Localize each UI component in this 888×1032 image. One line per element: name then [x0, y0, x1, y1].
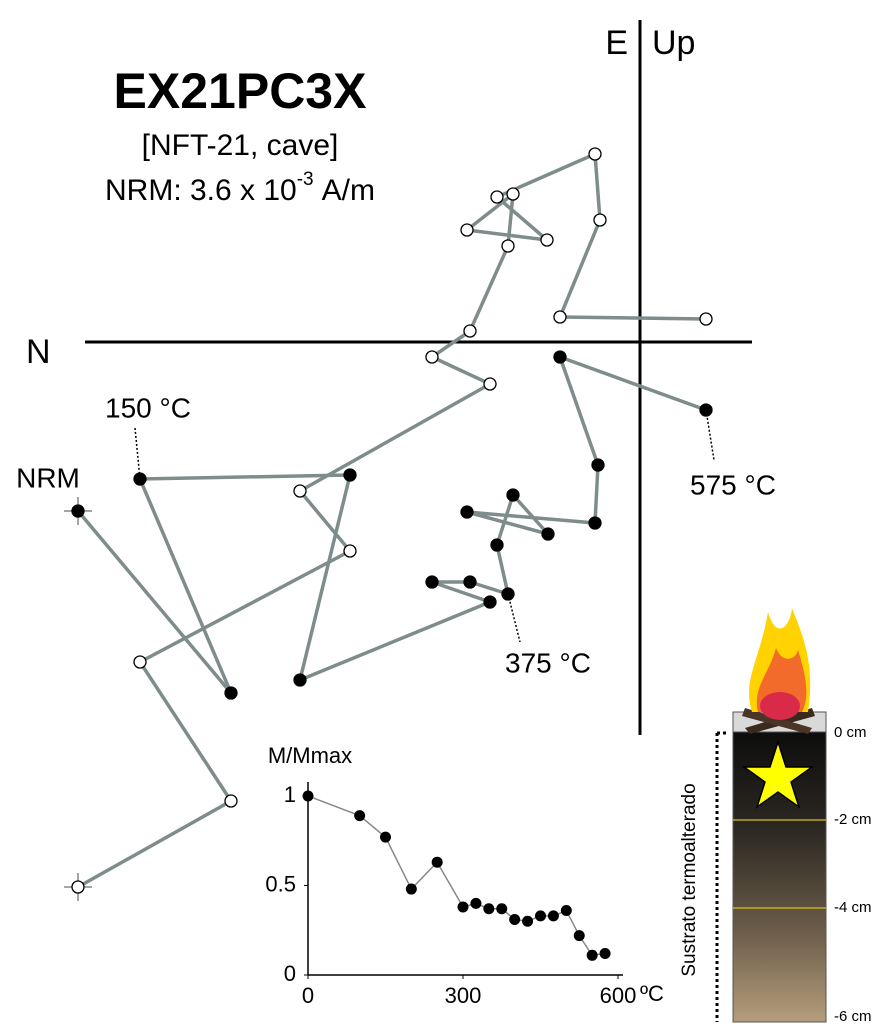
decay-plot: 0 0.5 1 0 300 600 ºC M/Mmax: [265, 743, 664, 1008]
title: EX21PC3X: [114, 63, 367, 119]
x-tick-label: 600: [600, 983, 637, 1008]
subtitle: [NFT-21, cave]: [142, 129, 339, 162]
data-point: [71, 880, 85, 894]
depth-label: -4 cm: [834, 899, 872, 916]
data-point: [343, 468, 357, 482]
axis-label: N: [26, 333, 51, 371]
data-point: [591, 458, 605, 472]
data-point: [463, 575, 477, 589]
data-point: [573, 930, 585, 942]
data-point: [463, 324, 477, 338]
depth-label: -6 cm: [834, 1008, 872, 1025]
data-point: [540, 233, 554, 247]
x-tick-label: 300: [445, 983, 482, 1008]
data-point: [699, 312, 713, 326]
data-point: [599, 948, 611, 960]
leader: [507, 593, 521, 643]
data-point: [547, 910, 559, 922]
star: [741, 739, 815, 809]
leader: [705, 409, 715, 461]
data-point: [293, 484, 307, 498]
data-point: [425, 575, 439, 589]
data-line: [307, 795, 606, 957]
intensity-unit: A/m: [322, 174, 375, 207]
y-tick-label: 0: [284, 961, 296, 986]
data-point: [506, 187, 520, 201]
stratigraphic-column: Sustrato termoalterado 0 cm -2 cm -4 cm …: [679, 608, 872, 1025]
data-point: [553, 310, 567, 324]
data-point: [501, 239, 515, 253]
annotation: NRM: [16, 462, 80, 493]
intensity-prefix: NRM: 3.6 x 10: [105, 174, 297, 207]
data-point: [302, 790, 314, 802]
annotation: 150 °C: [105, 392, 191, 423]
data-point: [133, 655, 147, 669]
depth-label: -2 cm: [834, 811, 872, 828]
data-point: [506, 488, 520, 502]
data-point: [224, 794, 238, 808]
x-tick-label: 0: [302, 983, 314, 1008]
data-point: [553, 350, 567, 364]
data-point: [490, 190, 504, 204]
y-tick-label: 0.5: [265, 871, 296, 896]
intensity-exponent: -3: [297, 169, 314, 190]
y-axis-label: M/Mmax: [268, 743, 352, 768]
column-label: Sustrato termoalterado: [679, 783, 700, 976]
data-point: [457, 901, 469, 913]
intensity: NRM: 3.6 x 10-3 A/m: [105, 169, 375, 207]
x-axis-label: ºC: [640, 981, 664, 1006]
data-point: [425, 350, 439, 364]
data-point: [483, 377, 497, 391]
leader: [134, 427, 141, 480]
data-point: [483, 595, 497, 609]
axis-label: Up: [652, 24, 695, 62]
data-point: [431, 856, 443, 868]
depth-label: 0 cm: [834, 724, 867, 741]
data-point: [354, 810, 366, 822]
data-point: [560, 905, 572, 917]
data-point: [586, 949, 598, 961]
data-point: [224, 686, 238, 700]
fire: [742, 608, 815, 734]
data-point: [496, 903, 508, 915]
data-point: [380, 831, 391, 843]
data-point: [588, 516, 602, 530]
data-point: [460, 505, 474, 519]
annotation: 375 °C: [505, 647, 591, 678]
data-point: [460, 223, 474, 237]
data-point: [535, 910, 546, 922]
annotation: 575 °C: [690, 469, 776, 500]
y-tick-label: 1: [284, 782, 296, 807]
data-point: [470, 897, 482, 909]
data-point: [71, 504, 85, 518]
axis-label: E: [605, 24, 628, 62]
data-point: [522, 915, 534, 927]
data-point: [405, 883, 417, 895]
data-point: [541, 527, 555, 541]
data-point: [509, 913, 521, 925]
data-point: [593, 213, 607, 227]
zijderveld-plot: E Up N 150 °C NRM 575 °C 375 °C: [16, 20, 776, 901]
data-point: [343, 544, 357, 558]
projection-line: [77, 152, 707, 889]
data-point: [483, 903, 495, 915]
data-point: [293, 673, 307, 687]
data-point: [588, 147, 602, 161]
data-point: [490, 538, 504, 552]
